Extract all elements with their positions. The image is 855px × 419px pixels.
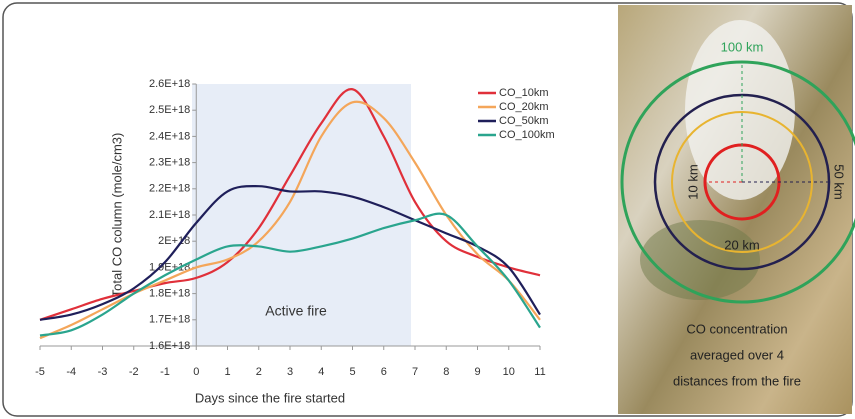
photo-panel: 100 km 50 km 20 km 10 km CO concentratio… <box>618 5 855 414</box>
x-tick-label: -5 <box>35 366 45 378</box>
annotation: Active fire <box>265 303 327 319</box>
x-tick-label: -4 <box>66 366 76 378</box>
y-tick-label: 2.2E+18 <box>149 183 190 195</box>
ring-label: 50 km <box>832 164 847 199</box>
ring-label: 10 km <box>685 164 700 199</box>
caption: averaged over 4 <box>690 347 784 362</box>
y-tick-label: 2.5E+18 <box>149 104 190 116</box>
chart: Active fire Days since the fire started … <box>35 78 555 406</box>
y-axis-label: Total CO column (mole/cm3) <box>109 133 124 298</box>
ring-100km <box>620 60 855 304</box>
ring-label: 20 km <box>724 237 759 252</box>
y-tick-label: 2E+18 <box>158 235 190 247</box>
x-tick-label: 3 <box>287 366 293 378</box>
x-tick-label: 11 <box>534 366 545 378</box>
x-tick-label: 4 <box>318 366 324 378</box>
series-line <box>39 100 541 340</box>
x-tick-label: -2 <box>129 366 139 378</box>
caption: distances from the fire <box>673 373 801 388</box>
x-tick-label: 9 <box>474 366 480 378</box>
x-axis-label: Days since the fire started <box>195 390 345 405</box>
x-tick-label: 6 <box>381 366 387 378</box>
x-tick-label: -3 <box>98 366 108 378</box>
x-tick-label: 1 <box>224 366 230 378</box>
series-line <box>39 212 541 337</box>
legend-label: CO_10km <box>499 87 549 99</box>
y-tick-label: 2.3E+18 <box>149 157 190 169</box>
x-tick-label: 10 <box>503 366 515 378</box>
ring-20km <box>671 111 813 253</box>
y-tick-label: 2.1E+18 <box>149 209 190 221</box>
legend-label: CO_20km <box>499 101 549 113</box>
legend-label: CO_100km <box>499 129 555 141</box>
x-tick-label: 7 <box>412 366 418 378</box>
x-tick-label: -1 <box>160 366 170 378</box>
active-fire-region <box>192 84 411 346</box>
vegetation <box>640 220 760 300</box>
x-tick-label: 0 <box>193 366 199 378</box>
x-tick-label: 5 <box>349 366 355 378</box>
series-line <box>39 185 541 321</box>
y-tick-label: 1.8E+18 <box>149 288 190 300</box>
y-tick-label: 1.7E+18 <box>149 314 190 326</box>
y-tick-label: 2.6E+18 <box>149 78 190 90</box>
x-tick-label: 2 <box>256 366 262 378</box>
y-tick-label: 1.6E+18 <box>149 340 190 352</box>
ring-label: 100 km <box>721 39 764 54</box>
caption: CO concentration <box>686 321 787 336</box>
y-tick-label: 1.9E+18 <box>149 261 190 273</box>
x-tick-label: 8 <box>443 366 449 378</box>
legend-label: CO_50km <box>499 115 549 127</box>
y-tick-label: 2.4E+18 <box>149 130 190 142</box>
